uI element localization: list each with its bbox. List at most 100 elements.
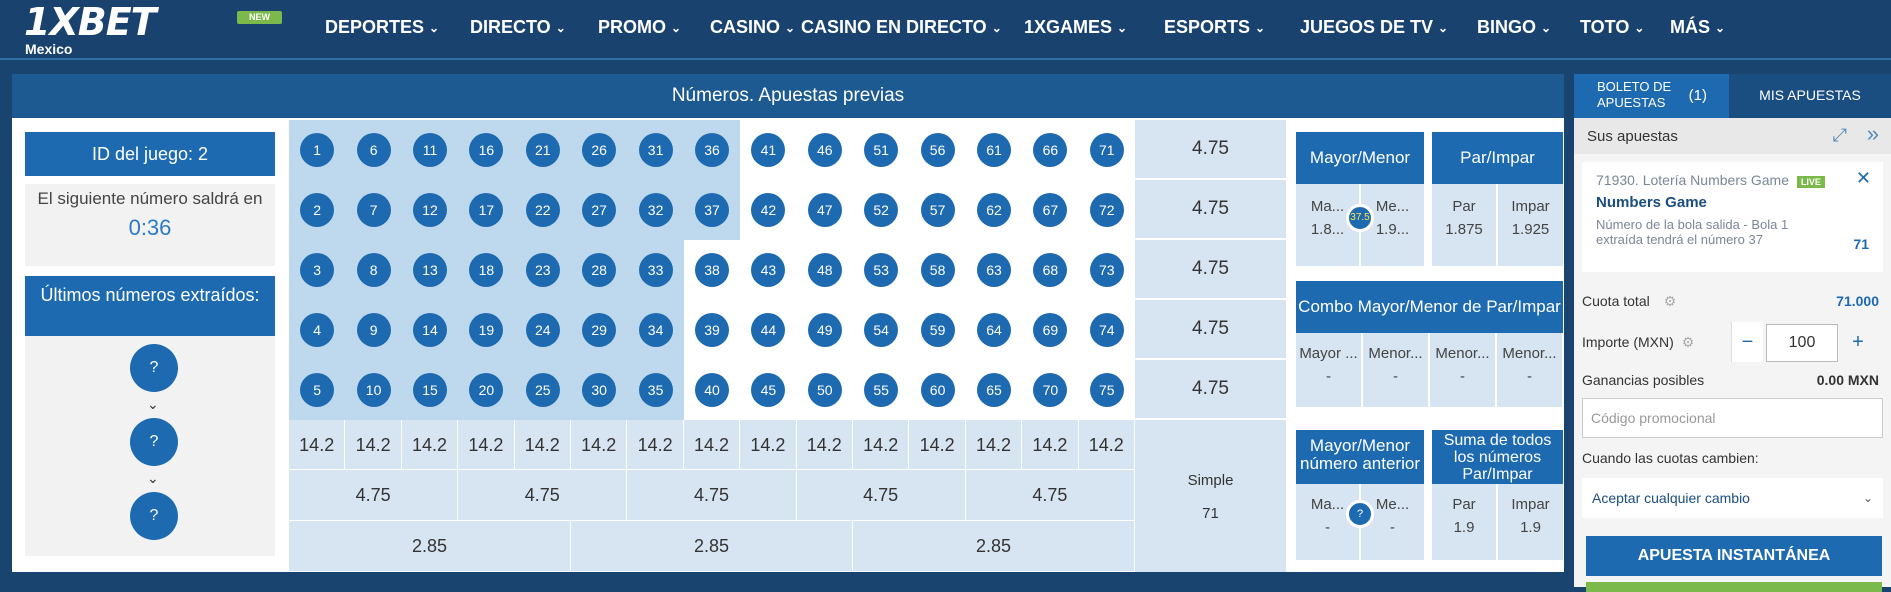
nav-item-juegos-de-tv[interactable]: JUEGOS DE TV ⌄ [1300, 17, 1477, 38]
number-ball[interactable]: 69 [1033, 313, 1068, 347]
number-ball[interactable]: 35 [638, 373, 673, 407]
collapse-icon[interactable]: » [1866, 121, 1879, 146]
column-odds-cell[interactable]: 14.2 [796, 420, 853, 470]
number-ball[interactable]: 70 [1033, 373, 1068, 407]
number-ball[interactable]: 36 [695, 133, 729, 167]
suma-par-option[interactable]: Par 1.9 [1432, 484, 1496, 560]
number-ball[interactable]: 13 [413, 253, 447, 287]
column-odds-cell[interactable]: 14.2 [458, 420, 515, 470]
number-ball[interactable]: 16 [469, 133, 504, 167]
number-ball[interactable]: 5 [300, 373, 335, 407]
three-column-odds-cell[interactable]: 4.75 [289, 470, 459, 521]
number-ball[interactable]: 74 [1089, 313, 1124, 347]
number-ball[interactable]: 72 [1089, 193, 1124, 227]
simple-bet-cell[interactable]: Simple 71 [1135, 420, 1286, 572]
number-ball[interactable]: 31 [638, 133, 673, 167]
par-option[interactable]: Par 1.875 [1432, 184, 1496, 266]
instant-bet-button[interactable]: APUESTA INSTANTÁNEA [1586, 536, 1882, 576]
number-ball[interactable]: 11 [413, 133, 447, 167]
row-odds-cell[interactable]: 4.75 [1135, 300, 1286, 358]
row-odds-cell[interactable]: 4.75 [1135, 360, 1286, 418]
increase-button[interactable]: + [1852, 331, 1864, 353]
number-ball[interactable]: 60 [920, 373, 955, 407]
number-ball[interactable]: 2 [300, 193, 335, 227]
number-ball[interactable]: 23 [525, 253, 560, 287]
number-ball[interactable]: 22 [525, 193, 560, 227]
row-odds-cell[interactable]: 4.75 [1135, 240, 1286, 298]
number-ball[interactable]: 6 [356, 133, 391, 167]
number-ball[interactable]: 29 [582, 313, 617, 347]
number-ball[interactable]: 20 [469, 373, 504, 407]
number-ball[interactable]: 59 [920, 313, 955, 347]
column-odds-cell[interactable]: 14.2 [289, 420, 346, 470]
number-ball[interactable]: 27 [582, 193, 617, 227]
number-ball[interactable]: 67 [1033, 193, 1068, 227]
number-ball[interactable]: 48 [807, 253, 842, 287]
tab-bet-slip[interactable]: BOLETO DE APUESTAS (1) [1574, 74, 1729, 118]
row-odds-cell[interactable]: 4.75 [1135, 120, 1286, 178]
impar-option[interactable]: Impar 1.925 [1498, 184, 1563, 266]
number-ball[interactable]: 28 [582, 253, 617, 287]
column-odds-cell[interactable]: 14.2 [1022, 420, 1079, 470]
number-ball[interactable]: 64 [977, 313, 1011, 347]
number-ball[interactable]: 9 [356, 313, 391, 347]
number-ball[interactable]: 21 [525, 133, 560, 167]
three-column-odds-cell[interactable]: 4.75 [965, 470, 1135, 521]
number-ball[interactable]: 41 [751, 133, 786, 167]
number-ball[interactable]: 40 [695, 373, 729, 407]
number-ball[interactable]: 34 [638, 313, 673, 347]
number-ball[interactable]: 15 [413, 373, 447, 407]
column-odds-cell[interactable]: 14.2 [740, 420, 797, 470]
number-ball[interactable]: 71 [1089, 133, 1124, 167]
column-odds-cell[interactable]: 14.2 [853, 420, 910, 470]
three-column-odds-cell[interactable]: 4.75 [627, 470, 797, 521]
number-ball[interactable]: 57 [920, 193, 955, 227]
number-ball[interactable]: 19 [469, 313, 504, 347]
number-ball[interactable]: 8 [356, 253, 391, 287]
number-ball[interactable]: 75 [1089, 373, 1124, 407]
column-odds-cell[interactable]: 14.2 [965, 420, 1023, 470]
promo-code-input[interactable]: Código promocional [1582, 398, 1883, 438]
number-ball[interactable]: 43 [751, 253, 786, 287]
number-ball[interactable]: 1 [300, 133, 335, 167]
number-ball[interactable]: 68 [1033, 253, 1068, 287]
number-ball[interactable]: 45 [751, 373, 786, 407]
combo-option[interactable]: Menor... - [1497, 333, 1562, 407]
number-ball[interactable]: 65 [977, 373, 1011, 407]
nav-item-directo[interactable]: DIRECTO ⌄ [470, 17, 598, 38]
number-ball[interactable]: 44 [751, 313, 786, 347]
gear-icon[interactable]: ⚙ [1681, 333, 1695, 350]
combo-option[interactable]: Menor... - [1430, 333, 1495, 407]
nav-item-esports[interactable]: ESPORTS ⌄ [1164, 17, 1300, 38]
column-odds-cell[interactable]: 14.2 [627, 420, 684, 470]
number-ball[interactable]: 54 [864, 313, 899, 347]
column-odds-cell[interactable]: 14.2 [683, 420, 741, 470]
number-ball[interactable]: 32 [638, 193, 673, 227]
number-ball[interactable]: 7 [356, 193, 391, 227]
remove-bet-icon[interactable]: ✕ [1855, 168, 1871, 188]
number-ball[interactable]: 52 [864, 193, 899, 227]
number-ball[interactable]: 56 [920, 133, 955, 167]
site-logo[interactable]: 1XBET [24, 0, 157, 44]
column-odds-cell[interactable]: 14.2 [909, 420, 966, 470]
number-ball[interactable]: 24 [525, 313, 560, 347]
number-ball[interactable]: 39 [695, 313, 729, 347]
number-ball[interactable]: 55 [864, 373, 899, 407]
number-ball[interactable]: 58 [920, 253, 955, 287]
column-odds-cell[interactable]: 14.2 [401, 420, 459, 470]
number-ball[interactable]: 10 [356, 373, 391, 407]
number-ball[interactable]: 3 [300, 253, 335, 287]
column-odds-cell[interactable]: 14.2 [1078, 420, 1135, 470]
number-ball[interactable]: 26 [582, 133, 617, 167]
number-ball[interactable]: 62 [977, 193, 1011, 227]
nav-item-casino[interactable]: CASINO ⌄ [710, 17, 801, 38]
three-column-odds-cell[interactable]: 4.75 [458, 470, 628, 521]
number-ball[interactable]: 66 [1033, 133, 1068, 167]
number-ball[interactable]: 25 [525, 373, 560, 407]
number-ball[interactable]: 37 [695, 193, 729, 227]
number-ball[interactable]: 49 [807, 313, 842, 347]
place-bet-button[interactable] [1586, 582, 1882, 592]
nav-item-toto[interactable]: TOTO ⌄ [1580, 17, 1670, 38]
suma-impar-option[interactable]: Impar 1.9 [1498, 484, 1563, 560]
three-column-odds-cell[interactable]: 4.75 [796, 470, 966, 521]
